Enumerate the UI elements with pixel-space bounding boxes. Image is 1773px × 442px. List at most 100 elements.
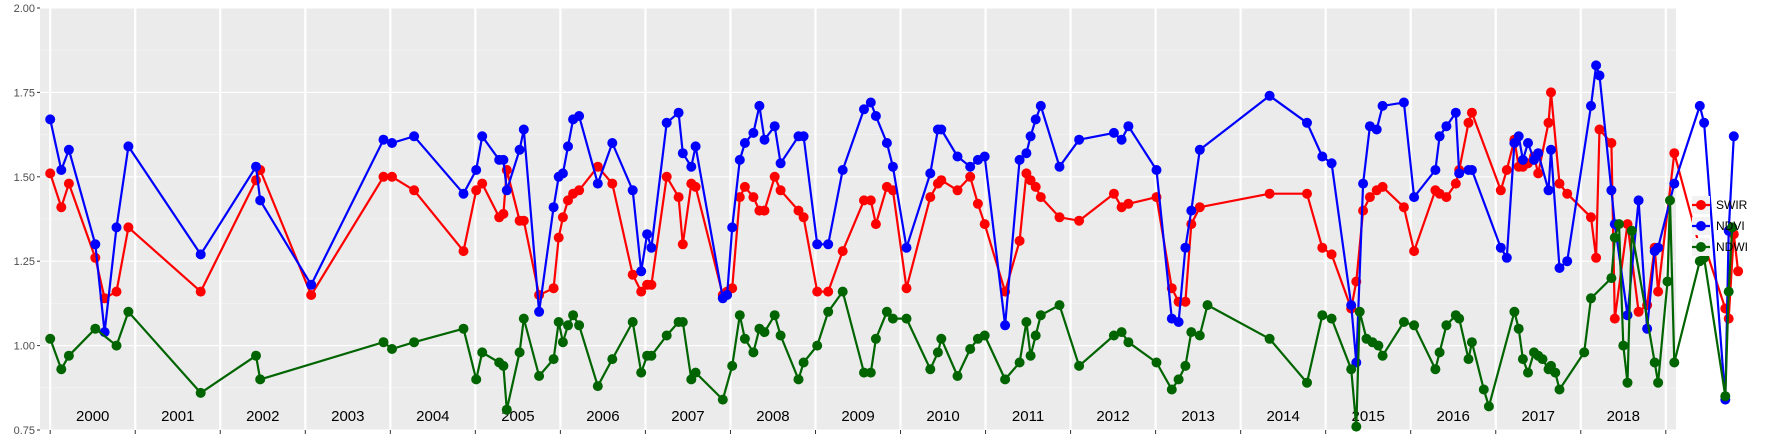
ndwi-point [1373,340,1384,351]
ndvi-point [1606,185,1617,196]
ndwi-point [195,387,206,398]
swir-point [1326,249,1337,260]
ndwi-point [1653,377,1664,388]
ndwi-point [734,310,745,321]
ndwi-point [677,317,688,327]
ndvi-point [925,168,936,179]
swir-point [45,168,56,179]
swir-point [1554,178,1565,189]
ndvi-point [965,161,976,172]
ndvi-point [1030,114,1041,125]
ndvi-point [823,239,834,250]
ndwi-point [1180,360,1191,371]
swir-point [1409,246,1420,257]
ndvi-point [1501,252,1512,263]
ndvi-point [251,161,261,172]
ndvi-point [1441,121,1452,132]
ndwi-point [1723,286,1734,297]
ndwi-point [1116,327,1127,338]
ndvi-point [1186,205,1197,216]
ndwi-point [1377,350,1388,361]
swir-point [759,205,770,216]
ndvi-point [759,134,770,145]
swir-point [965,171,976,182]
swir-point [727,283,738,294]
ndwi-point [1454,313,1465,324]
swir-point [661,171,672,182]
swir-point [1014,235,1025,246]
swir-point [1495,185,1506,196]
ndwi-point [1537,354,1548,365]
ndwi-point [45,333,56,344]
ndvi-point [870,111,881,121]
ndvi-point [1054,161,1065,172]
ndwi-point [823,306,834,317]
swir-point [865,195,876,206]
ndvi-point [63,144,74,155]
ndwi-point [775,330,786,341]
ndwi-point [1430,364,1441,375]
ndvi-point [686,161,697,172]
ndvi-point [1653,242,1664,253]
ndwi-point [1014,357,1025,368]
swir-point [557,212,568,223]
ndvi-point [1622,310,1633,321]
ndvi-point [722,290,733,300]
swir-point [607,178,618,189]
ndwi-point [498,360,509,371]
ndwi-point [887,313,898,324]
ndwi-point [870,333,881,344]
ndwi-point [759,327,770,338]
swir-point [1364,192,1375,203]
swir-point [1633,306,1644,317]
ndvi-point [592,178,603,189]
ndwi-point [378,337,389,348]
ndvi-point [1699,117,1710,128]
ndwi-point [1035,310,1046,321]
y-tick-label: 1.50 [14,172,35,184]
ndvi-point [1194,144,1205,155]
ndwi-point [557,337,568,348]
swir-point [1030,181,1041,192]
ndwi-point [477,347,488,358]
ndwi-point [1151,357,1162,368]
ndvi-point [387,138,397,148]
ndvi-point [887,161,898,172]
ndwi-point [1434,347,1445,358]
legend-key-ndvi [1692,217,1710,235]
swir-point [123,222,134,233]
ndvi-point [1021,148,1032,159]
swir-point [518,215,529,226]
ndvi-point [1633,195,1644,206]
year-label: 2003 [331,408,364,425]
ndvi-point [574,111,585,121]
ndwi-point [592,381,603,392]
swir-point [972,198,983,209]
ndvi-point [1466,165,1477,175]
year-label: 2008 [756,408,789,425]
ndvi-point [1035,100,1046,111]
legend-label: NDVI [1716,219,1745,233]
ndwi-point [1720,391,1731,402]
swir-point [553,232,564,243]
swir-point [477,178,488,189]
ndwi-point [1398,317,1409,327]
ndvi-point [734,154,745,165]
swir-point [1609,313,1620,324]
swir-point [823,286,834,297]
swir-point [592,161,603,172]
ndwi-point [1000,374,1011,385]
ndwi-point [881,306,892,317]
swir-point [1594,124,1605,135]
swir-point [1450,178,1461,189]
ndwi-point [769,310,780,321]
swir-point [378,171,389,182]
ndvi-point [636,266,647,277]
ndwi-point [636,367,647,378]
ndvi-point [501,185,512,196]
ndvi-point [1533,148,1544,159]
ndwi-point [90,323,101,334]
ndvi-point [936,124,947,135]
ndvi-point [812,239,823,250]
ndvi-point [1586,100,1596,111]
